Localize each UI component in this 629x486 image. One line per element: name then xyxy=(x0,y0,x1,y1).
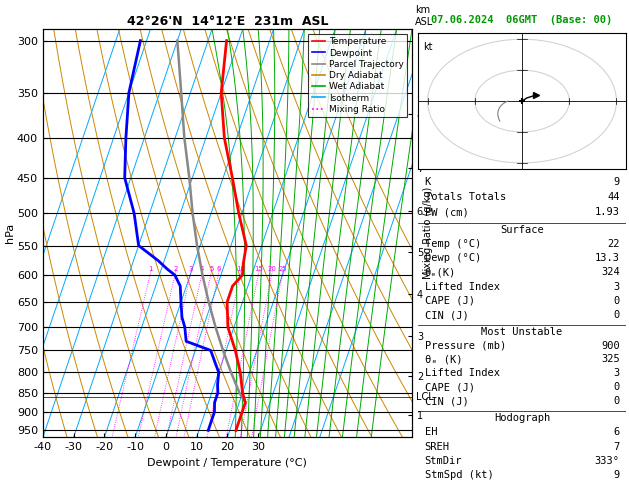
Text: Mixing Ratio (g/kg): Mixing Ratio (g/kg) xyxy=(423,187,433,279)
Text: StmDir: StmDir xyxy=(425,456,462,466)
Text: Totals Totals: Totals Totals xyxy=(425,192,506,202)
Text: θₑ (K): θₑ (K) xyxy=(425,354,462,364)
Text: 07.06.2024  06GMT  (Base: 00): 07.06.2024 06GMT (Base: 00) xyxy=(431,15,613,25)
Text: 6: 6 xyxy=(216,266,221,272)
Text: 22: 22 xyxy=(607,239,620,249)
Text: 7: 7 xyxy=(613,442,620,451)
Text: km
ASL: km ASL xyxy=(415,5,433,27)
X-axis label: Dewpoint / Temperature (°C): Dewpoint / Temperature (°C) xyxy=(147,458,308,468)
Text: K: K xyxy=(425,177,431,187)
Text: 0: 0 xyxy=(613,396,620,406)
Text: 25: 25 xyxy=(278,266,287,272)
Text: Most Unstable: Most Unstable xyxy=(481,327,563,337)
Text: 10: 10 xyxy=(236,266,245,272)
Text: StmSpd (kt): StmSpd (kt) xyxy=(425,470,493,480)
Text: 9: 9 xyxy=(613,177,620,187)
Text: 15: 15 xyxy=(254,266,263,272)
Text: Pressure (mb): Pressure (mb) xyxy=(425,341,506,350)
Text: 0: 0 xyxy=(613,310,620,320)
Text: SREH: SREH xyxy=(425,442,450,451)
Text: CIN (J): CIN (J) xyxy=(425,310,468,320)
Text: 5: 5 xyxy=(209,266,213,272)
Text: Lifted Index: Lifted Index xyxy=(425,368,499,379)
Text: 9: 9 xyxy=(613,470,620,480)
Text: kt: kt xyxy=(423,42,433,52)
Text: 333°: 333° xyxy=(594,456,620,466)
Text: Hodograph: Hodograph xyxy=(494,413,550,423)
Text: Temp (°C): Temp (°C) xyxy=(425,239,481,249)
Legend: Temperature, Dewpoint, Parcel Trajectory, Dry Adiabat, Wet Adiabat, Isotherm, Mi: Temperature, Dewpoint, Parcel Trajectory… xyxy=(308,34,408,118)
Text: 324: 324 xyxy=(601,267,620,278)
Text: 3: 3 xyxy=(613,368,620,379)
Text: θₑ(K): θₑ(K) xyxy=(425,267,456,278)
Text: 325: 325 xyxy=(601,354,620,364)
Text: 1: 1 xyxy=(148,266,153,272)
Text: 6: 6 xyxy=(613,427,620,437)
Text: LCL: LCL xyxy=(416,393,433,402)
Text: 44: 44 xyxy=(607,192,620,202)
Text: 13.3: 13.3 xyxy=(594,253,620,263)
Text: 3: 3 xyxy=(613,281,620,292)
Text: CAPE (J): CAPE (J) xyxy=(425,382,474,392)
Text: Dewp (°C): Dewp (°C) xyxy=(425,253,481,263)
Text: CIN (J): CIN (J) xyxy=(425,396,468,406)
Text: 0: 0 xyxy=(613,382,620,392)
Text: PW (cm): PW (cm) xyxy=(425,208,468,217)
Text: 0: 0 xyxy=(613,296,620,306)
Text: 20: 20 xyxy=(268,266,277,272)
Text: Surface: Surface xyxy=(500,225,544,235)
Text: Lifted Index: Lifted Index xyxy=(425,281,499,292)
Title: 42°26'N  14°12'E  231m  ASL: 42°26'N 14°12'E 231m ASL xyxy=(126,15,328,28)
Text: CAPE (J): CAPE (J) xyxy=(425,296,474,306)
Text: 3: 3 xyxy=(189,266,193,272)
Text: 2: 2 xyxy=(174,266,178,272)
Text: 1.93: 1.93 xyxy=(594,208,620,217)
Text: EH: EH xyxy=(425,427,437,437)
Text: 4: 4 xyxy=(200,266,204,272)
Y-axis label: hPa: hPa xyxy=(6,223,15,243)
Text: 900: 900 xyxy=(601,341,620,350)
